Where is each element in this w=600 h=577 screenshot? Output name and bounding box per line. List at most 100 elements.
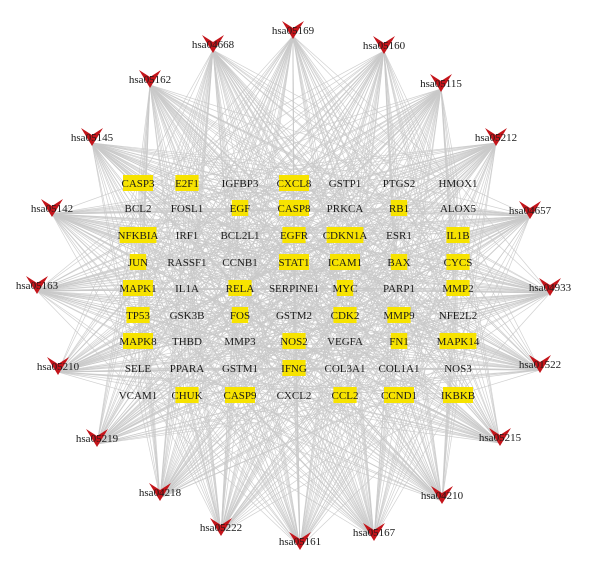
gene-node[interactable]: MAPK8 xyxy=(119,333,157,349)
gene-node[interactable]: CASP8 xyxy=(277,200,311,216)
gene-node[interactable]: MMP9 xyxy=(383,307,415,323)
pathway-node[interactable]: hsa04218 xyxy=(139,483,182,501)
gene-node[interactable]: MMP2 xyxy=(442,280,474,296)
gene-node[interactable]: IRF1 xyxy=(176,230,199,242)
gene-node[interactable]: NFE2L2 xyxy=(439,310,478,322)
edge xyxy=(344,287,375,539)
gene-node[interactable]: FOS xyxy=(230,307,250,323)
gene-node[interactable]: ALOX5 xyxy=(440,203,477,215)
gene-layer: CASP3 E2F1 IGFBP3 CXCL8 GSTP1 PTGS2 HMOX1 BCL2 F… xyxy=(118,175,480,403)
gene-node[interactable]: ICAM1 xyxy=(328,254,362,270)
gene-node[interactable]: EGF xyxy=(230,200,251,216)
gene-node[interactable]: PPARA xyxy=(170,363,205,375)
pathway-node[interactable]: hsa05142 xyxy=(31,199,73,217)
pathway-node[interactable]: hsa05160 xyxy=(363,36,406,54)
gene-node[interactable]: FN1 xyxy=(389,333,409,349)
gene-node[interactable]: RELA xyxy=(226,280,255,296)
gene-highlight-box xyxy=(129,254,147,270)
gene-node[interactable]: PTGS2 xyxy=(383,178,415,190)
gene-node[interactable]: CXCL2 xyxy=(277,390,312,402)
gene-label: CXCL2 xyxy=(277,390,312,402)
edge xyxy=(51,207,459,215)
pathway-node[interactable]: hsa05222 xyxy=(200,518,242,536)
gene-node[interactable]: GSTM1 xyxy=(222,363,258,375)
gene-node[interactable]: CXCL8 xyxy=(277,175,312,191)
gene-node[interactable]: VCAM1 xyxy=(119,390,158,402)
gene-node[interactable]: CDK2 xyxy=(331,307,360,323)
gene-node[interactable]: IGFBP3 xyxy=(222,178,259,190)
gene-node[interactable]: GSK3B xyxy=(170,310,205,322)
pathway-node[interactable]: hsa05167 xyxy=(353,523,396,541)
gene-node[interactable]: CASP9 xyxy=(223,387,257,403)
pathway-node[interactable]: hsa05163 xyxy=(16,276,59,294)
gene-node[interactable]: E2F1 xyxy=(175,175,199,191)
gene-node[interactable]: CCNB1 xyxy=(222,257,257,269)
pathway-node[interactable]: hsa05169 xyxy=(272,21,315,39)
pathway-node[interactable]: hsa05162 xyxy=(129,70,171,88)
edge xyxy=(137,35,294,209)
pathway-marker-icon xyxy=(210,518,232,536)
pathway-node[interactable]: hsa01522 xyxy=(519,355,561,373)
gene-node[interactable]: NOS2 xyxy=(280,333,308,349)
edge xyxy=(457,207,551,294)
gene-node[interactable]: MYC xyxy=(332,280,358,296)
gene-node[interactable]: STAT1 xyxy=(279,254,310,270)
edge xyxy=(36,290,139,396)
gene-node[interactable]: PRKCA xyxy=(327,203,364,215)
gene-node[interactable]: THBD xyxy=(172,336,202,348)
gene-node[interactable]: JUN xyxy=(128,254,148,270)
gene-node[interactable]: COL1A1 xyxy=(379,363,420,375)
gene-node[interactable]: EGFR xyxy=(280,227,309,243)
gene-highlight-box xyxy=(279,200,309,216)
pathway-node[interactable]: hsa05215 xyxy=(479,428,522,446)
gene-node[interactable]: IFNG xyxy=(281,360,307,376)
pathway-node[interactable]: hsa04668 xyxy=(192,35,235,53)
gene-node[interactable]: SERPINE1 xyxy=(269,283,319,295)
gene-node[interactable]: IKBKB xyxy=(441,387,475,403)
gene-node[interactable]: GSTM2 xyxy=(276,310,312,322)
edge xyxy=(344,142,497,342)
gene-node[interactable]: SELE xyxy=(125,363,152,375)
gene-label: STAT1 xyxy=(279,257,310,269)
gene-node[interactable]: TP53 xyxy=(126,307,150,323)
gene-node[interactable]: NFKBIA xyxy=(118,227,159,243)
gene-node[interactable]: PARP1 xyxy=(383,283,415,295)
gene-node[interactable]: MAPK1 xyxy=(119,280,157,296)
edge xyxy=(212,49,459,263)
edge xyxy=(57,367,459,373)
edge xyxy=(149,84,241,369)
gene-node[interactable]: RB1 xyxy=(389,200,409,216)
gene-node[interactable]: CYCS xyxy=(444,254,473,270)
pathway-node[interactable]: hsa04657 xyxy=(509,201,552,219)
gene-node[interactable]: RASSF1 xyxy=(167,257,206,269)
gene-node[interactable]: HMOX1 xyxy=(438,178,477,190)
gene-node[interactable]: CHUK xyxy=(171,387,203,403)
pathway-node[interactable]: hsa04210 xyxy=(421,486,464,504)
gene-node[interactable]: MMP3 xyxy=(224,336,256,348)
gene-node[interactable]: IL1A xyxy=(175,283,199,295)
gene-node[interactable]: BCL2L1 xyxy=(220,230,259,242)
gene-node[interactable]: VEGFA xyxy=(327,336,363,348)
pathway-node[interactable]: hsa05145 xyxy=(71,128,114,146)
gene-node[interactable]: MAPK14 xyxy=(437,333,480,349)
pathway-node[interactable]: hsa05212 xyxy=(475,128,517,146)
pathway-node[interactable]: hsa05161 xyxy=(279,532,321,550)
pathway-node[interactable]: hsa04933 xyxy=(529,278,572,296)
gene-node[interactable]: CDKN1A xyxy=(323,227,368,243)
gene-node[interactable]: FOSL1 xyxy=(171,203,203,215)
gene-node[interactable]: BCL2 xyxy=(125,203,152,215)
gene-node[interactable]: IL1B xyxy=(446,227,470,243)
gene-node[interactable]: CCND1 xyxy=(381,387,417,403)
gene-node[interactable]: CCL2 xyxy=(332,387,359,403)
gene-node[interactable]: COL3A1 xyxy=(325,363,366,375)
pathway-node[interactable]: hsa05115 xyxy=(420,74,462,92)
edge xyxy=(96,394,139,445)
gene-node[interactable]: BAX xyxy=(387,254,411,270)
gene-node[interactable]: NOS3 xyxy=(444,363,472,375)
gene-node[interactable]: GSTP1 xyxy=(329,178,361,190)
pathway-node[interactable]: hsa05219 xyxy=(76,429,119,447)
gene-node[interactable]: CASP3 xyxy=(121,175,155,191)
gene-node[interactable]: ESR1 xyxy=(386,230,412,242)
pathway-node[interactable]: hsa05210 xyxy=(37,357,80,375)
gene-label: RASSF1 xyxy=(167,257,206,269)
